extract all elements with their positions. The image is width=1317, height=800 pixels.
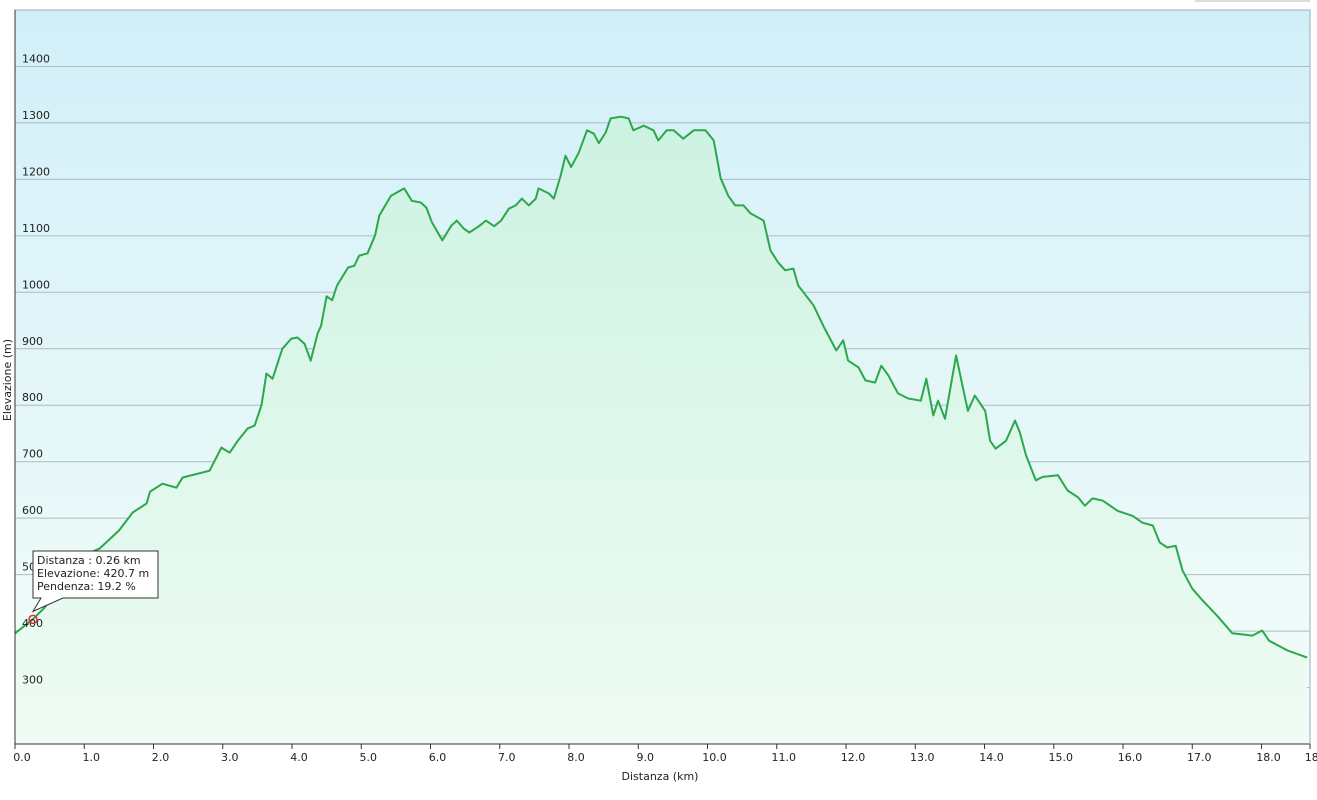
tooltip-box [31, 550, 159, 613]
x-tick-label: 14.0 [979, 751, 1004, 764]
x-tick-label: 8.0 [567, 751, 585, 764]
x-tick-label: 0.0 [13, 751, 31, 764]
x-tick-label: 18.0 [1256, 751, 1281, 764]
top-strip [1195, 0, 1310, 2]
y-axis-label: Elevazione (m) [1, 339, 14, 421]
x-tick-label: 11.0 [772, 751, 797, 764]
y-tick-label: 800 [22, 391, 43, 404]
y-tick-label: 1400 [22, 52, 50, 65]
x-tick-label: 16.0 [1118, 751, 1143, 764]
y-tick-label: 1000 [22, 278, 50, 291]
area-fill [15, 116, 1308, 744]
tooltip-line: Distanza : 0.26 km [37, 554, 141, 567]
tooltip-marker [28, 614, 38, 625]
elevation-line [14, 115, 1308, 659]
x-tick-label: 7.0 [498, 751, 516, 764]
y-tick-label: 700 [22, 448, 43, 461]
x-tick-label: 17.0 [1187, 751, 1212, 764]
x-tick-label: 10.0 [702, 751, 727, 764]
tooltip-line: Elevazione: 420.7 m [37, 567, 149, 580]
x-tick-label: 4.0 [290, 751, 308, 764]
y-tick-label: 900 [22, 335, 43, 348]
x-tick-label: 13.0 [910, 751, 935, 764]
x-tick-label: 12.0 [841, 751, 866, 764]
x-tick-label: 5.0 [360, 751, 378, 764]
x-tick-label: 15.0 [1049, 751, 1074, 764]
x-tick-label: 18.7 [1305, 751, 1317, 764]
tooltip-line: Pendenza: 19.2 % [37, 580, 136, 593]
x-axis-label: Distanza (km) [622, 770, 699, 783]
y-tick-label: 1300 [22, 109, 50, 122]
x-tick-label: 6.0 [429, 751, 447, 764]
y-tick-label: 600 [22, 504, 43, 517]
y-tick-label: 1100 [22, 222, 50, 235]
x-tick-label: 3.0 [221, 751, 239, 764]
y-tick-label: 300 [22, 674, 43, 687]
y-tick-label: 1200 [22, 165, 50, 178]
x-tick-label: 2.0 [152, 751, 170, 764]
x-tick-label: 1.0 [83, 751, 101, 764]
x-tick-label: 9.0 [637, 751, 655, 764]
